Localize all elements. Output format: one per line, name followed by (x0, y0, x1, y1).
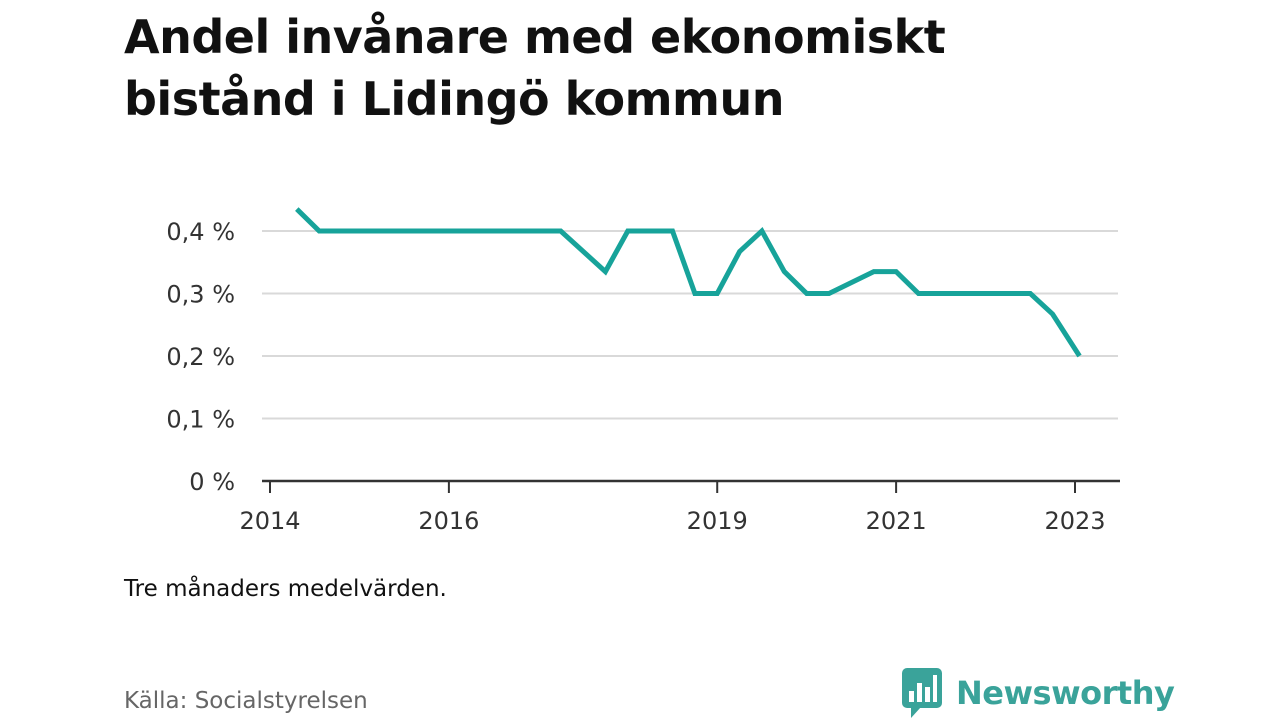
x-tick-label: 2016 (418, 507, 479, 535)
chart-note: Tre månaders medelvärden. (124, 576, 447, 602)
source-credit: Källa: Socialstyrelsen (124, 688, 368, 714)
y-tick-label: 0,2 % (166, 343, 235, 371)
brand-logo: Newsworthy (902, 668, 1175, 718)
x-tick-label: 2021 (866, 507, 927, 535)
y-tick-label: 0 % (189, 468, 235, 496)
x-tick-label: 2019 (687, 507, 748, 535)
tick-labels: 0 % 0,1 % 0,2 % 0,3 % 0,4 % 2014 2016 2019 2021 2… (166, 218, 1105, 535)
x-axis (262, 479, 1120, 493)
brand-name: Newsworthy (956, 674, 1175, 712)
y-tick-label: 0,3 % (166, 281, 235, 309)
chart-title: Andel invånare med ekonomiskt bistånd i … (124, 10, 946, 126)
bar-chart-speech-bubble-icon (902, 668, 942, 718)
series-line-0 (295, 207, 1082, 358)
x-tick-label: 2014 (239, 507, 300, 535)
series-layer (295, 207, 1082, 358)
x-tick-label: 2023 (1044, 507, 1105, 535)
y-tick-label: 0,1 % (166, 406, 235, 434)
gridlines (262, 230, 1118, 420)
y-tick-label: 0,4 % (166, 218, 235, 246)
